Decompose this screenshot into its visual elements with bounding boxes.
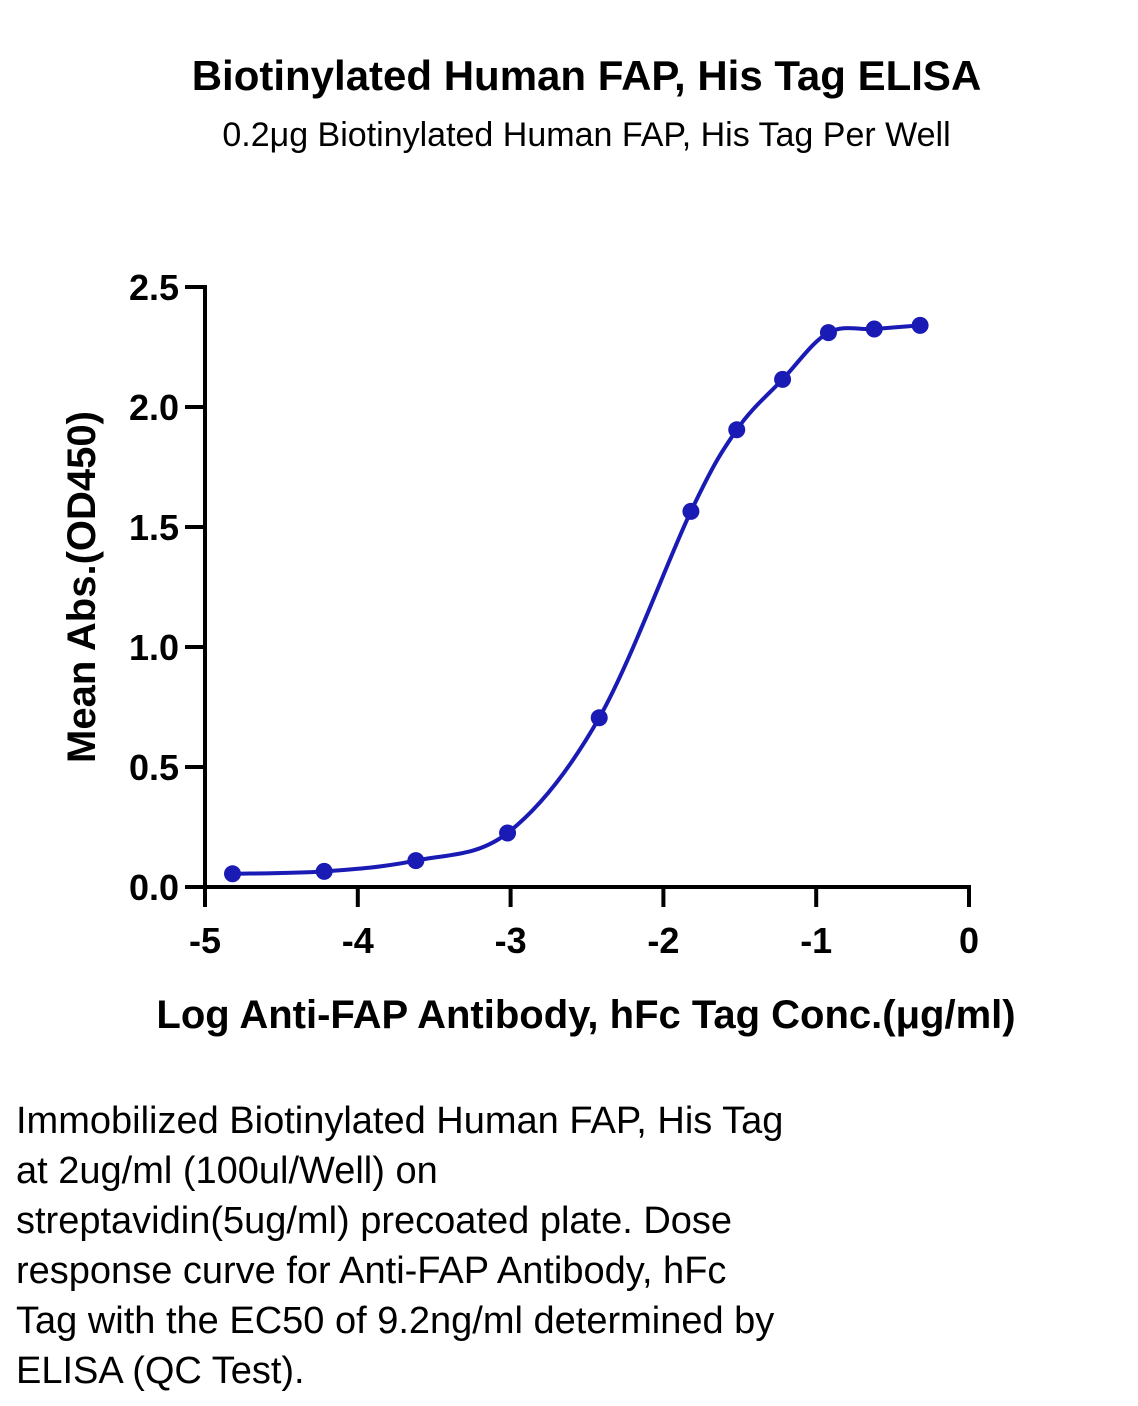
caption-line: response curve for Anti-FAP Antibody, hF…: [16, 1250, 727, 1292]
x-tick-label: -4: [342, 920, 374, 961]
y-tick-label: 1.0: [129, 627, 179, 668]
x-axis-label: Log Anti-FAP Antibody, hFc Tag Conc.(μg/…: [156, 993, 1015, 1037]
data-point: [224, 865, 242, 883]
y-tick-label: 0.0: [129, 867, 179, 908]
elisa-chart: 0.0 0.5 1.0 1.5 2.0 2.5 -5 -4 -3 -2 -1 0 Log Anti-F…: [60, 267, 1016, 1037]
caption-line: Immobilized Biotinylated Human FAP, His …: [16, 1100, 784, 1142]
chart-title: Biotinylated Human FAP, His Tag ELISA: [191, 52, 982, 99]
y-tick-label: 2.5: [129, 267, 179, 308]
y-tick-label: 1.5: [129, 507, 179, 548]
data-point: [315, 862, 333, 880]
y-tick-label: 0.5: [129, 747, 179, 788]
x-tick-label: -1: [800, 920, 832, 961]
chart-subtitle: 0.2μg Biotinylated Human FAP, His Tag Pe…: [222, 116, 951, 154]
caption: Immobilized Biotinylated Human FAP, His …: [16, 1096, 976, 1396]
data-point: [728, 421, 746, 439]
data-point: [911, 316, 929, 334]
y-axis-label: Mean Abs.(OD450): [60, 411, 104, 763]
caption-line: at 2ug/ml (100ul/Well) on: [16, 1150, 438, 1192]
caption-line: Tag with the EC50 of 9.2ng/ml determined…: [16, 1300, 775, 1342]
data-point: [499, 824, 517, 842]
data-point: [590, 709, 608, 727]
data-point: [682, 502, 700, 520]
y-tick-label: 2.0: [129, 387, 179, 428]
data-point: [407, 852, 425, 870]
caption-line: ELISA (QC Test).: [16, 1350, 305, 1392]
fit-curve: [232, 323, 921, 876]
axes: 0.0 0.5 1.0 1.5 2.0 2.5 -5 -4 -3 -2 -1 0: [129, 267, 979, 961]
x-tick-label: 0: [959, 920, 979, 961]
data-points-layer: [224, 316, 929, 883]
fit-curve-layer: [232, 323, 921, 876]
x-tick-label: -5: [189, 920, 221, 961]
data-point: [774, 370, 792, 388]
data-point: [819, 324, 837, 342]
data-point: [865, 320, 883, 338]
x-tick-label: -3: [495, 920, 527, 961]
x-tick-label: -2: [647, 920, 679, 961]
caption-line: streptavidin(5ug/ml) precoated plate. Do…: [16, 1200, 733, 1242]
